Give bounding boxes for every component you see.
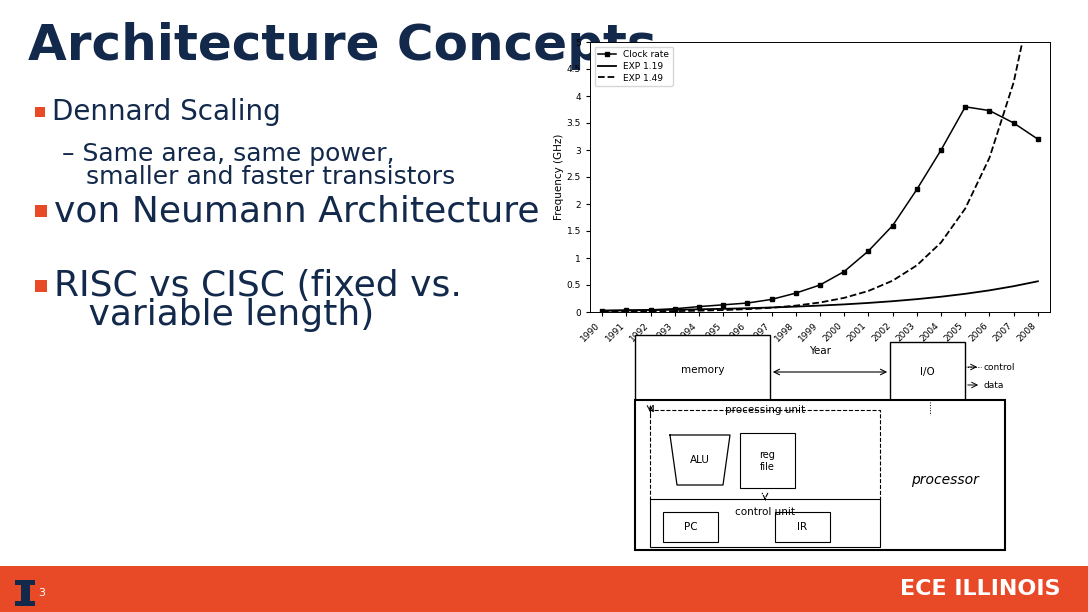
Bar (0, 566, 1088, 612)
X-axis label: Year: Year (809, 346, 831, 356)
Line: Clock rate: Clock rate (599, 105, 1040, 313)
EXP 1.49 (620, 308, 633, 315)
Bar (35, 205, 47, 217)
Clock rate (935, 146, 948, 154)
EXP 1.19 (838, 300, 851, 308)
Text: ECE ILLINOIS: ECE ILLINOIS (900, 579, 1060, 599)
EXP 1.19 (765, 304, 778, 311)
EXP 1.19 (911, 296, 924, 303)
EXP 1.19 (1007, 283, 1021, 290)
Text: IR: IR (798, 522, 807, 532)
EXP 1.19 (789, 303, 802, 310)
Clock rate (644, 306, 657, 313)
EXP 1.49 (838, 294, 851, 302)
EXP 1.49 (911, 262, 924, 269)
EXP 1.49 (644, 308, 657, 315)
Text: ALU: ALU (690, 455, 710, 465)
Line: EXP 1.49: EXP 1.49 (602, 0, 1038, 312)
Clock rate (668, 305, 681, 313)
EXP 1.19 (692, 305, 705, 313)
EXP 1.49 (886, 277, 899, 285)
EXP 1.19 (717, 305, 730, 313)
Clock rate (595, 307, 608, 315)
EXP 1.49 (717, 307, 730, 314)
Clock rate (620, 307, 633, 314)
EXP 1.19 (595, 307, 608, 315)
Bar (635, 335, 770, 405)
Bar (21, 585, 29, 601)
EXP 1.49 (862, 287, 875, 294)
Bar (663, 512, 718, 542)
Bar (35, 107, 45, 117)
EXP 1.19 (1031, 278, 1044, 285)
EXP 1.19 (982, 286, 996, 294)
Clock rate (717, 301, 730, 308)
Text: 3: 3 (38, 588, 45, 598)
Clock rate (982, 107, 996, 114)
EXP 1.49 (935, 239, 948, 246)
Clock rate (838, 268, 851, 275)
Text: memory: memory (681, 365, 725, 375)
Text: processor: processor (911, 473, 979, 487)
EXP 1.19 (814, 302, 827, 309)
Line: EXP 1.19: EXP 1.19 (602, 282, 1038, 311)
EXP 1.19 (668, 306, 681, 313)
EXP 1.49 (814, 299, 827, 306)
Text: smaller and faster transistors: smaller and faster transistors (62, 165, 455, 189)
EXP 1.49 (959, 205, 972, 212)
EXP 1.19 (862, 299, 875, 307)
EXP 1.49 (789, 302, 802, 309)
EXP 1.49 (1007, 78, 1021, 86)
EXP 1.19 (620, 307, 633, 314)
Text: RISC vs CISC (fixed vs.: RISC vs CISC (fixed vs. (54, 269, 462, 303)
EXP 1.49 (741, 305, 754, 313)
Bar (650, 499, 880, 547)
EXP 1.19 (935, 293, 948, 300)
Text: control unit: control unit (735, 507, 795, 517)
Bar (740, 433, 795, 488)
Bar (15, 601, 35, 606)
EXP 1.19 (741, 305, 754, 312)
Text: von Neumann Architecture: von Neumann Architecture (54, 194, 540, 228)
Text: reg
file: reg file (759, 450, 775, 472)
Clock rate (886, 222, 899, 230)
Text: variable length): variable length) (54, 298, 374, 332)
Text: Architecture Concepts: Architecture Concepts (28, 22, 657, 70)
EXP 1.19 (886, 297, 899, 305)
EXP 1.49 (765, 304, 778, 312)
Text: I/O: I/O (920, 367, 935, 377)
Text: – Same area, same power,: – Same area, same power, (62, 142, 395, 166)
Text: PC: PC (683, 522, 697, 532)
EXP 1.19 (644, 307, 657, 314)
Text: processing unit: processing unit (725, 405, 805, 415)
Bar (890, 342, 965, 402)
Bar (635, 400, 1005, 550)
Clock rate (862, 247, 875, 255)
Y-axis label: Frequency (GHz): Frequency (GHz) (554, 134, 564, 220)
Clock rate (911, 186, 924, 193)
Clock rate (1007, 119, 1021, 127)
Bar (650, 410, 880, 500)
EXP 1.19 (959, 290, 972, 297)
Clock rate (789, 289, 802, 297)
EXP 1.49 (692, 307, 705, 315)
Clock rate (814, 282, 827, 289)
Legend: Clock rate, EXP 1.19, EXP 1.49: Clock rate, EXP 1.19, EXP 1.49 (594, 47, 673, 86)
Clock rate (1031, 135, 1044, 143)
EXP 1.49 (668, 307, 681, 315)
Text: control: control (982, 362, 1014, 371)
EXP 1.49 (982, 154, 996, 162)
Clock rate (765, 296, 778, 303)
Text: Dennard Scaling: Dennard Scaling (52, 98, 281, 126)
Bar (35, 280, 47, 292)
Clock rate (692, 303, 705, 310)
Bar (15, 580, 35, 585)
Bar (775, 512, 830, 542)
Text: data: data (982, 381, 1003, 389)
Clock rate (741, 299, 754, 307)
EXP 1.49 (595, 308, 608, 315)
Clock rate (959, 103, 972, 111)
